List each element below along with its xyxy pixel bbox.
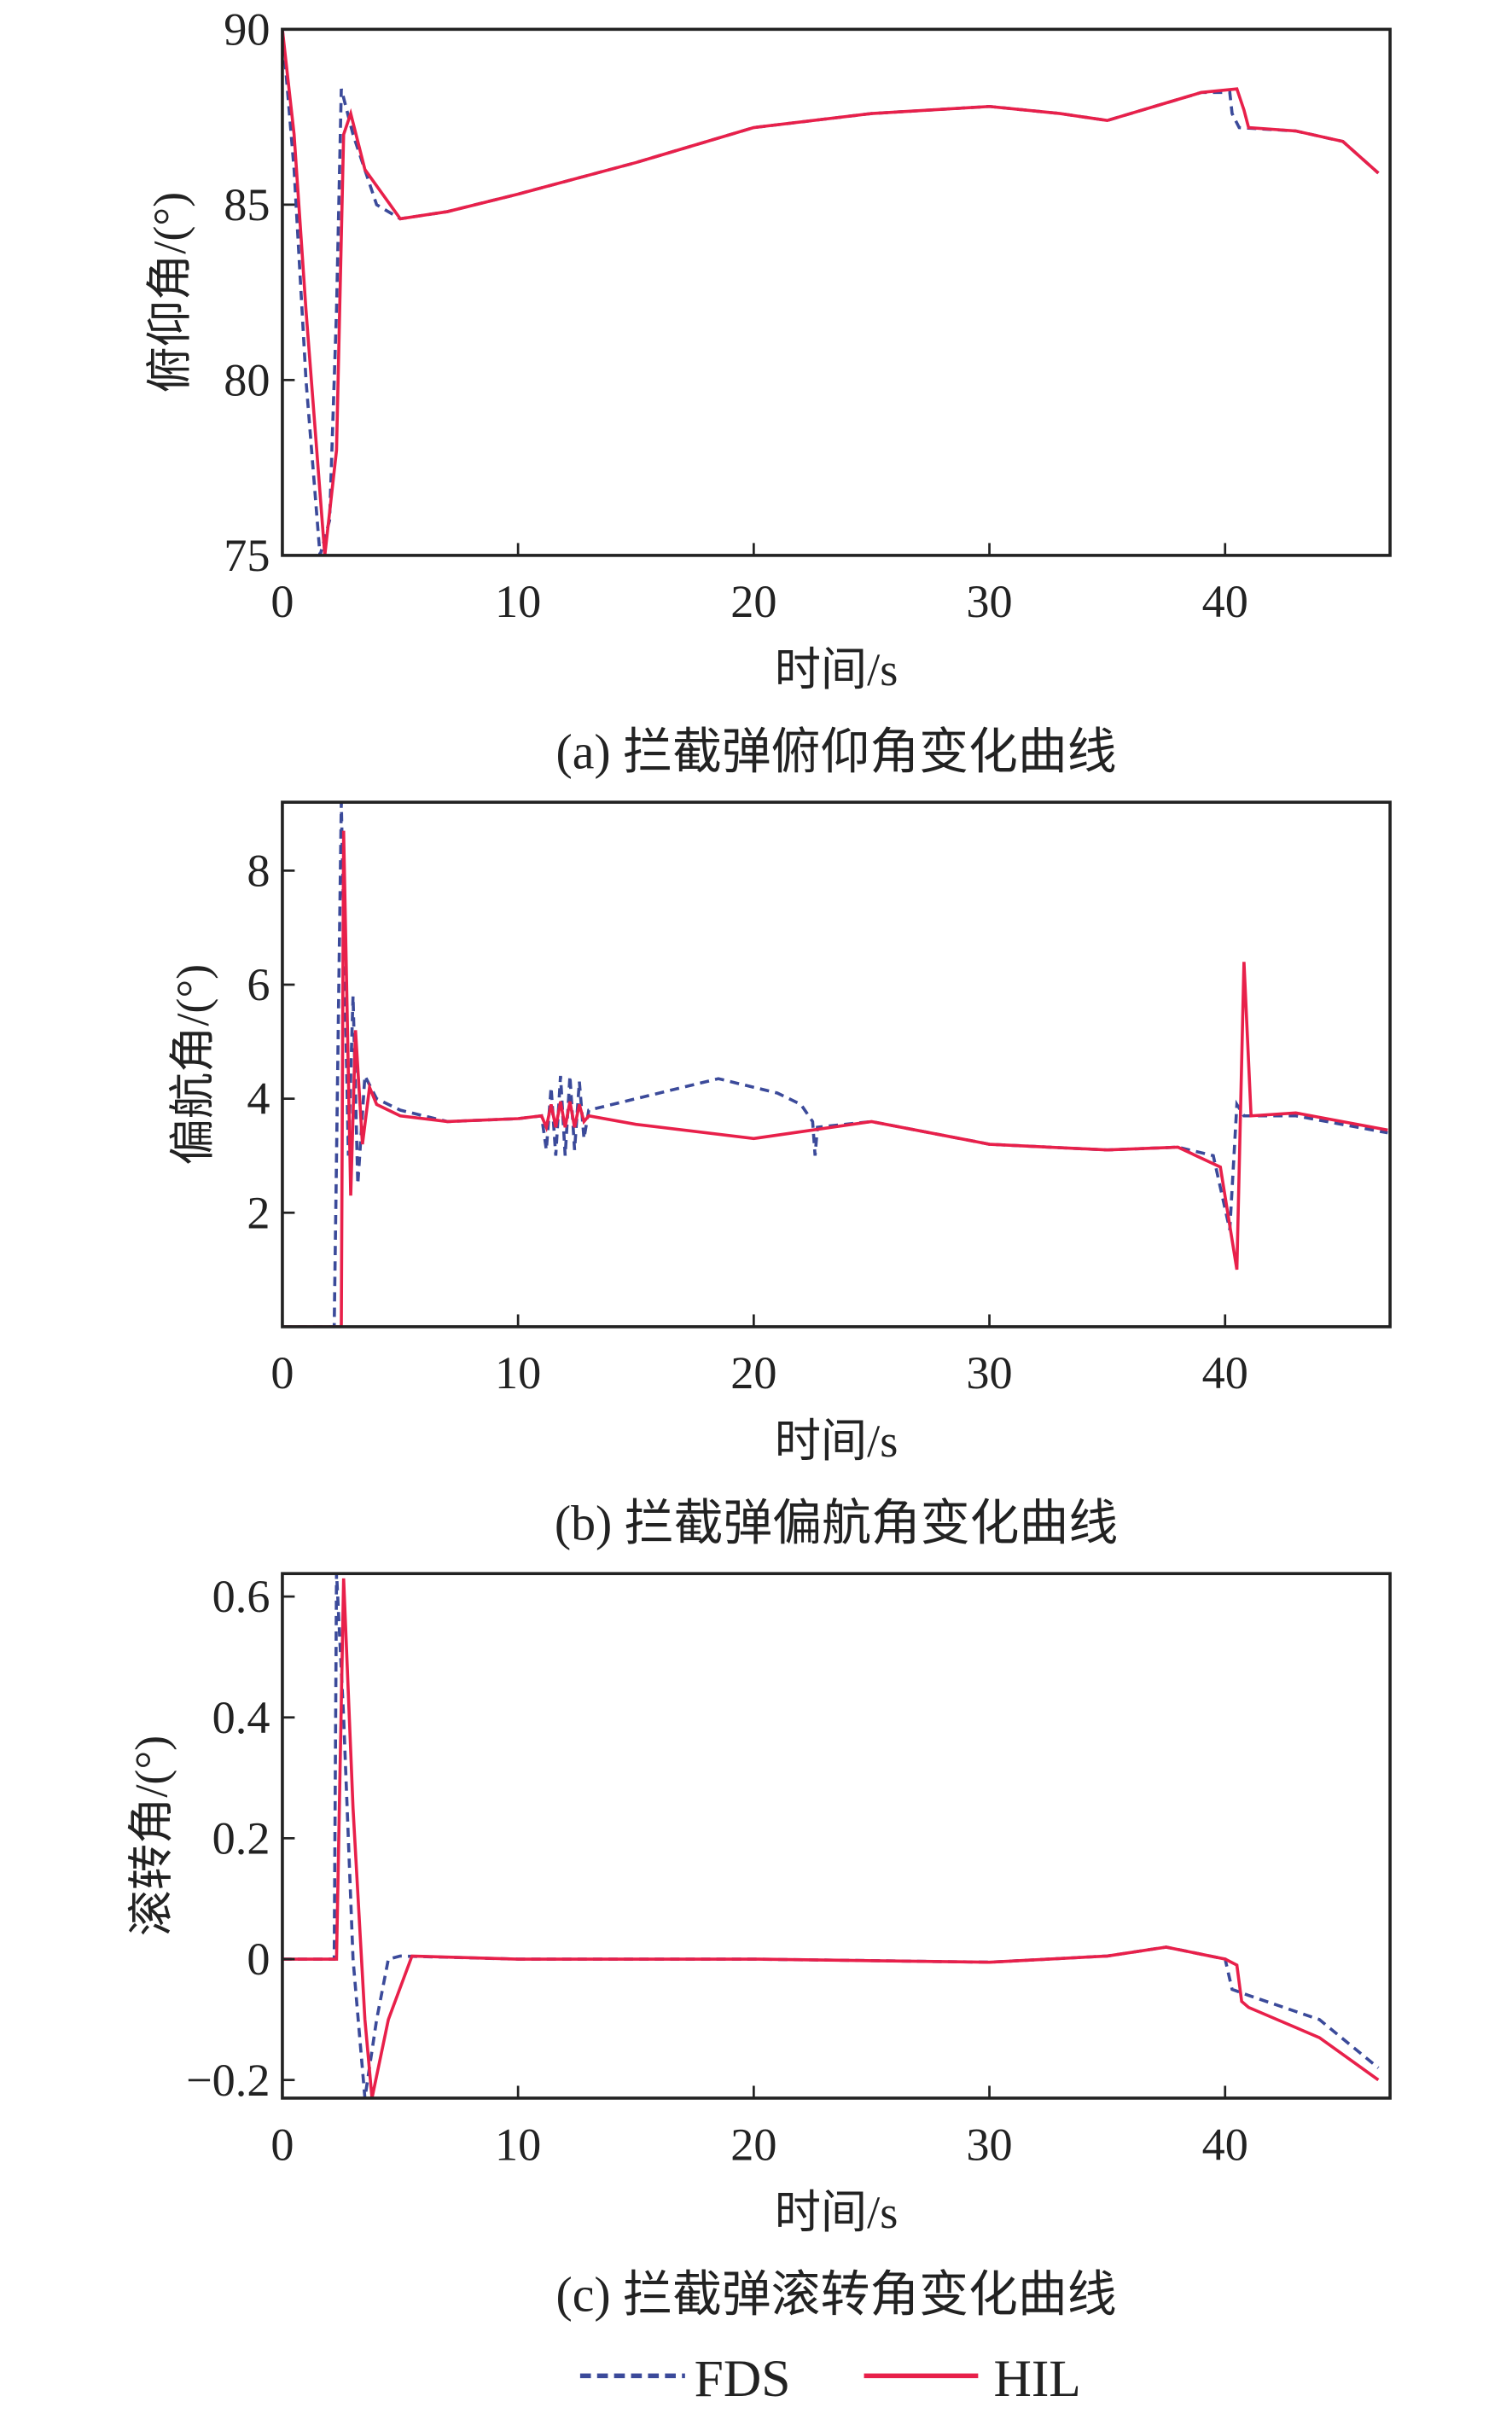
x-tick-label: 30 xyxy=(966,1347,1012,1398)
series-line-fds xyxy=(282,29,1380,555)
x-tick-label: 40 xyxy=(1202,2119,1248,2170)
y-tick-label: 75 xyxy=(224,530,270,581)
y-tick-label: 2 xyxy=(247,1187,270,1238)
y-axis-label: 偏航角/(°) xyxy=(167,964,218,1166)
x-tick-label: 0 xyxy=(270,576,294,627)
x-tick-label: 20 xyxy=(730,2119,776,2170)
plot-frame xyxy=(281,800,1392,1329)
y-tick-label: 0.2 xyxy=(212,1812,270,1864)
y-tick-label: 0 xyxy=(247,1933,270,1985)
y-tick-label: 8 xyxy=(247,845,270,896)
chart-caption: (a) 拦截弹俯仰角变化曲线 xyxy=(555,724,1116,779)
series-line-hil xyxy=(282,830,1388,1327)
x-axis-label: 时间/s xyxy=(775,1416,898,1467)
legend-label-fds: FDS xyxy=(695,2350,791,2408)
y-tick-label: 4 xyxy=(247,1073,270,1125)
series-line-hil xyxy=(282,29,1380,555)
y-tick-label: 0.6 xyxy=(212,1571,270,1622)
chart-panel-b: 0 10 20 30 40 2 4 6 8 时间/s 偏航角/(°) (b) 拦截弹偏航角变化曲线 xyxy=(167,800,1392,1550)
y-tick-label: 6 xyxy=(247,959,270,1010)
series-line-fds xyxy=(282,802,1388,1327)
y-tick-label: 80 xyxy=(224,354,270,405)
x-tick-label: 10 xyxy=(495,576,541,627)
legend: FDS HIL xyxy=(579,2350,1081,2408)
x-tick-label: 40 xyxy=(1202,576,1248,627)
x-tick-label: 0 xyxy=(270,2119,294,2170)
x-tick-label: 10 xyxy=(495,1347,541,1398)
chart-caption: (c) 拦截弹滚转角变化曲线 xyxy=(555,2266,1116,2322)
series-line-fds xyxy=(282,1573,1380,2098)
y-tick-label: 85 xyxy=(224,179,270,230)
x-tick-label: 20 xyxy=(730,576,776,627)
plot-frame xyxy=(281,27,1392,557)
y-axis-label: 俯仰角/(°) xyxy=(144,192,195,393)
x-axis-label: 时间/s xyxy=(775,2187,898,2238)
y-tick-label: 0.4 xyxy=(212,1692,270,1743)
x-tick-label: 0 xyxy=(270,1347,294,1398)
series-line-hil xyxy=(282,1578,1380,2098)
chart-caption: (b) 拦截弹偏航角变化曲线 xyxy=(555,1495,1118,1550)
plot-frame xyxy=(281,1572,1392,2100)
y-axis-label: 滚转角/(°) xyxy=(125,1736,177,1937)
x-tick-label: 30 xyxy=(966,576,1012,627)
y-tick-label: −0.2 xyxy=(186,2055,270,2106)
legend-label-hil: HIL xyxy=(993,2350,1080,2408)
x-axis-label: 时间/s xyxy=(775,644,898,695)
x-tick-label: 20 xyxy=(730,1347,776,1398)
y-tick-label: 90 xyxy=(224,3,270,55)
x-tick-label: 30 xyxy=(966,2119,1012,2170)
chart-panel-a: 0 10 20 30 40 75 80 85 90 时间/s 俯仰角/(°) (a) 拦截弹俯仰角变化… xyxy=(144,3,1392,779)
x-tick-label: 40 xyxy=(1202,1347,1248,1398)
x-tick-label: 10 xyxy=(495,2119,541,2170)
